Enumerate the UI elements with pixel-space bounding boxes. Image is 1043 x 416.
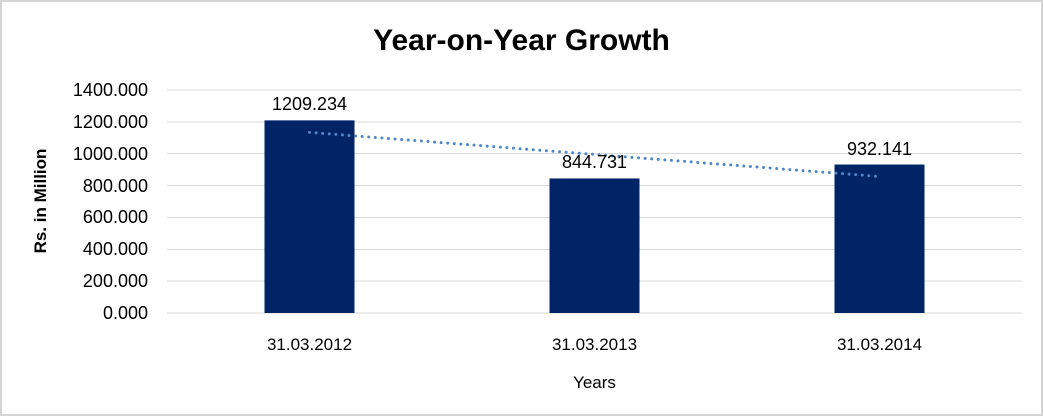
x-tick-label: 31.03.2012 bbox=[266, 335, 353, 354]
x-tick-label: 31.03.2013 bbox=[551, 335, 638, 354]
bar-data-label: 932.141 bbox=[846, 138, 913, 159]
bar bbox=[549, 178, 640, 313]
y-tick-label: 600.000 bbox=[82, 207, 148, 228]
bar bbox=[834, 164, 925, 313]
y-tick-label: 0.000 bbox=[102, 303, 148, 323]
y-tick-label: 800.000 bbox=[82, 175, 148, 196]
bar-data-label: 844.731 bbox=[561, 152, 628, 173]
x-tick-label: 31.03.2014 bbox=[836, 335, 923, 354]
bar bbox=[264, 120, 355, 314]
x-axis-title: Years bbox=[573, 373, 616, 392]
y-tick-label: 1000.000 bbox=[72, 143, 148, 164]
bar-data-label: 1209.234 bbox=[271, 94, 348, 115]
chart-title: Year-on-Year Growth bbox=[373, 24, 670, 57]
y-tick-label: 200.000 bbox=[82, 271, 148, 292]
trendline bbox=[308, 130, 881, 179]
y-tick-label: 1200.000 bbox=[72, 111, 148, 132]
y-tick-label: 400.000 bbox=[82, 239, 148, 260]
y-tick-label: 1400.000 bbox=[72, 80, 148, 100]
